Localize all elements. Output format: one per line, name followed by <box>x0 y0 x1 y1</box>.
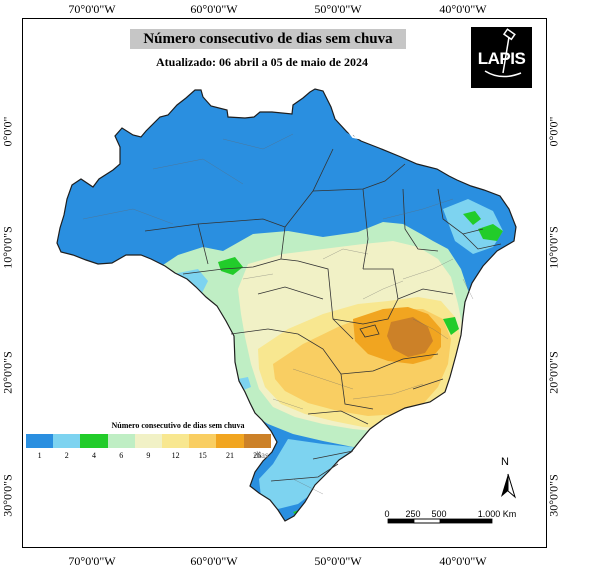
longitude-label-top-40w: 40°0'0"W <box>439 2 487 16</box>
latitude-label-right-0: 0°0'0" <box>546 116 561 147</box>
scale-label-250: 250 <box>405 509 421 519</box>
legend-label-1: 2 <box>64 451 69 460</box>
latitude-label-left-30s: 30°0'0"S <box>0 474 15 517</box>
longitude-label-bottom-50w: 50°0'0"W <box>314 554 362 568</box>
legend-label-5: 12 <box>171 451 180 460</box>
north-label: N <box>501 456 509 468</box>
latitude-label-right-20s: 20°0'0"S <box>546 351 561 394</box>
legend-swatch-8 <box>243 434 271 448</box>
north-arrow <box>501 473 516 499</box>
logo-text: LAPIS <box>477 49 526 68</box>
legend-unit: dias <box>254 450 269 460</box>
legend-swatch-7 <box>216 434 244 448</box>
longitude-label-bottom-70w: 70°0'0"W <box>68 554 116 568</box>
legend-swatch-5 <box>161 434 190 448</box>
scale-label-500: 500 <box>431 509 447 519</box>
legend-swatch-4 <box>134 434 162 448</box>
legend-label-2: 4 <box>92 451 96 460</box>
legend-label-6: 15 <box>198 451 207 460</box>
legend-swatch-0 <box>26 434 54 448</box>
legend-title: Número consecutivo de dias sem chuva <box>111 421 245 430</box>
legend-swatch-2 <box>80 434 108 448</box>
legend-label-4: 9 <box>146 451 151 460</box>
latitude-label-left-10s: 10°0'0"S <box>0 226 15 269</box>
longitude-label-top-70w: 70°0'0"W <box>68 2 116 16</box>
map-title: Número consecutivo de dias sem chuva <box>130 29 406 49</box>
latitude-label-left-0: 0°0'0" <box>0 116 15 147</box>
legend-label-8: 26 <box>253 451 262 460</box>
legend-swatch-3 <box>107 434 135 448</box>
longitude-label-top-50w: 50°0'0"W <box>314 2 362 16</box>
latitude-label-right-30s: 30°0'0"S <box>546 474 561 517</box>
scale-label-1000: 1.000 Km <box>477 509 517 519</box>
map-canvas <box>56 88 517 524</box>
latitude-label-right-10s: 10°0'0"S <box>546 226 561 269</box>
map-frame <box>22 18 547 548</box>
legend-swatch-6 <box>189 434 217 448</box>
legend-swatch-1 <box>53 434 81 448</box>
satellite-icon <box>484 28 522 78</box>
legend-color-bar <box>26 434 271 448</box>
latitude-label-left-20s: 20°0'0"S <box>0 351 15 394</box>
longitude-label-bottom-60w: 60°0'0"W <box>190 554 238 568</box>
lapis-logo: LAPIS <box>471 27 532 88</box>
longitude-label-top-60w: 60°0'0"W <box>190 2 238 16</box>
longitude-label-bottom-40w: 40°0'0"W <box>439 554 487 568</box>
legend-label-0: 1 <box>37 451 42 460</box>
legend-label-7: 21 <box>226 451 234 460</box>
map-subtitle: Atualizado: 06 abril a 05 de maio de 202… <box>156 55 368 69</box>
scale-label-0: 0 <box>384 509 390 519</box>
legend-label-3: 6 <box>119 451 124 460</box>
scale-bar <box>387 518 493 524</box>
